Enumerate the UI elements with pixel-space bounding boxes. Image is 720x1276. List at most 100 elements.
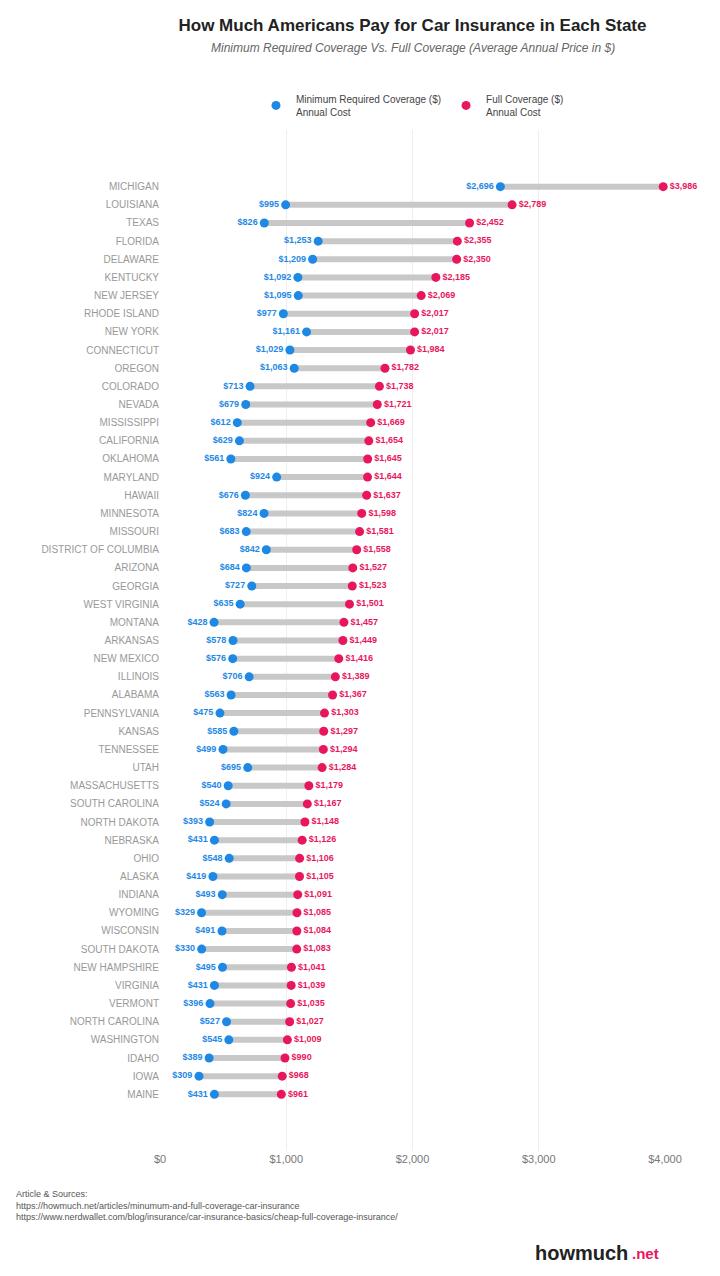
svg-text:$1,501: $1,501 xyxy=(356,598,384,608)
svg-text:WEST VIRGINIA: WEST VIRGINIA xyxy=(84,599,160,610)
svg-text:$1,294: $1,294 xyxy=(330,744,358,754)
svg-text:$1,644: $1,644 xyxy=(374,471,402,481)
svg-text:$576: $576 xyxy=(206,653,226,663)
svg-text:$431: $431 xyxy=(188,980,208,990)
svg-text:DISTRICT OF COLUMBIA: DISTRICT OF COLUMBIA xyxy=(41,544,159,555)
svg-text:IDAHO: IDAHO xyxy=(127,1053,159,1064)
svg-text:$389: $389 xyxy=(182,1052,202,1062)
svg-text:$2,696: $2,696 xyxy=(466,181,494,191)
svg-text:$2,355: $2,355 xyxy=(464,235,492,245)
svg-text:$491: $491 xyxy=(195,925,215,935)
svg-text:MONTANA: MONTANA xyxy=(110,617,160,628)
svg-text:$330: $330 xyxy=(175,943,195,953)
svg-text:NEW MEXICO: NEW MEXICO xyxy=(93,653,159,664)
svg-text:$1,558: $1,558 xyxy=(363,544,391,554)
svg-text:$329: $329 xyxy=(175,907,195,917)
svg-text:$585: $585 xyxy=(207,726,227,736)
svg-text:OHIO: OHIO xyxy=(133,853,159,864)
svg-text:$1,209: $1,209 xyxy=(278,254,306,264)
svg-text:$635: $635 xyxy=(214,598,234,608)
svg-text:$2,350: $2,350 xyxy=(463,254,491,264)
svg-text:$0: $0 xyxy=(154,1153,166,1165)
svg-text:$1,148: $1,148 xyxy=(312,816,340,826)
svg-text:$824: $824 xyxy=(237,508,257,518)
svg-text:$1,984: $1,984 xyxy=(417,344,445,354)
svg-text:$1,457: $1,457 xyxy=(351,617,379,627)
svg-text:.net: .net xyxy=(632,1245,659,1262)
svg-text:Minimum Required Coverage ($)A: Minimum Required Coverage ($)Annual Cost xyxy=(296,94,441,118)
svg-text:MINNESOTA: MINNESOTA xyxy=(100,508,159,519)
svg-text:ALABAMA: ALABAMA xyxy=(112,689,160,700)
svg-text:$990: $990 xyxy=(292,1052,312,1062)
svg-text:$1,782: $1,782 xyxy=(392,362,420,372)
svg-text:$713: $713 xyxy=(223,381,243,391)
svg-text:$1,449: $1,449 xyxy=(350,635,378,645)
svg-text:$1,039: $1,039 xyxy=(298,980,326,990)
svg-text:$540: $540 xyxy=(202,780,222,790)
svg-text:DELAWARE: DELAWARE xyxy=(104,254,160,265)
svg-text:GEORGIA: GEORGIA xyxy=(112,581,159,592)
svg-text:$2,017: $2,017 xyxy=(421,326,449,336)
svg-text:NORTH DAKOTA: NORTH DAKOTA xyxy=(80,817,159,828)
svg-text:$1,029: $1,029 xyxy=(256,344,284,354)
svg-text:$1,303: $1,303 xyxy=(331,707,359,717)
svg-text:$1,637: $1,637 xyxy=(373,490,401,500)
svg-text:$1,389: $1,389 xyxy=(342,671,370,681)
svg-text:$1,091: $1,091 xyxy=(304,889,332,899)
svg-text:HAWAII: HAWAII xyxy=(124,490,159,501)
svg-text:$1,085: $1,085 xyxy=(304,907,332,917)
svg-text:COLORADO: COLORADO xyxy=(102,381,159,392)
svg-text:RHODE ISLAND: RHODE ISLAND xyxy=(84,308,159,319)
svg-text:ARIZONA: ARIZONA xyxy=(115,562,160,573)
svg-text:$545: $545 xyxy=(202,1034,222,1044)
svg-text:INDIANA: INDIANA xyxy=(118,889,159,900)
svg-text:$1,027: $1,027 xyxy=(296,1016,324,1026)
svg-text:$1,083: $1,083 xyxy=(303,943,331,953)
svg-text:$924: $924 xyxy=(250,471,270,481)
svg-text:$1,106: $1,106 xyxy=(306,853,334,863)
svg-text:$1,527: $1,527 xyxy=(359,562,387,572)
svg-text:WASHINGTON: WASHINGTON xyxy=(91,1034,159,1045)
svg-text:$2,069: $2,069 xyxy=(428,290,456,300)
svg-text:IOWA: IOWA xyxy=(133,1071,160,1082)
svg-text:$684: $684 xyxy=(220,562,240,572)
svg-text:$968: $968 xyxy=(289,1070,309,1080)
svg-text:$1,000: $1,000 xyxy=(269,1153,303,1165)
svg-text:MASSACHUSETTS: MASSACHUSETTS xyxy=(70,780,159,791)
svg-text:VIRGINIA: VIRGINIA xyxy=(115,980,159,991)
svg-text:MAINE: MAINE xyxy=(127,1089,159,1100)
svg-text:$495: $495 xyxy=(196,962,216,972)
svg-text:$493: $493 xyxy=(196,889,216,899)
svg-text:$1,284: $1,284 xyxy=(329,762,357,772)
svg-text:$578: $578 xyxy=(206,635,226,645)
svg-text:$1,084: $1,084 xyxy=(303,925,331,935)
svg-text:$431: $431 xyxy=(188,1089,208,1099)
svg-text:$524: $524 xyxy=(200,798,220,808)
svg-text:$706: $706 xyxy=(222,671,242,681)
svg-text:$396: $396 xyxy=(183,998,203,1008)
svg-text:$679: $679 xyxy=(219,399,239,409)
svg-text:LOUISIANA: LOUISIANA xyxy=(106,199,160,210)
svg-text:$527: $527 xyxy=(200,1016,220,1026)
svg-text:$499: $499 xyxy=(196,744,216,754)
svg-text:$1,645: $1,645 xyxy=(374,453,402,463)
svg-text:$428: $428 xyxy=(187,617,207,627)
svg-text:$1,253: $1,253 xyxy=(284,235,312,245)
svg-text:$1,167: $1,167 xyxy=(314,798,342,808)
svg-text:$2,000: $2,000 xyxy=(396,1153,430,1165)
svg-text:TEXAS: TEXAS xyxy=(126,217,159,228)
svg-text:$977: $977 xyxy=(257,308,277,318)
svg-text:$475: $475 xyxy=(193,707,213,717)
svg-text:CONNECTICUT: CONNECTICUT xyxy=(86,345,159,356)
svg-text:$995: $995 xyxy=(259,199,279,209)
svg-text:KANSAS: KANSAS xyxy=(118,726,159,737)
svg-text:Minimum Required Coverage Vs.: Minimum Required Coverage Vs. Full Cover… xyxy=(211,41,615,55)
svg-text:$1,095: $1,095 xyxy=(264,290,292,300)
svg-text:ILLINOIS: ILLINOIS xyxy=(118,671,159,682)
svg-text:CALIFORNIA: CALIFORNIA xyxy=(99,435,159,446)
svg-text:$2,017: $2,017 xyxy=(421,308,449,318)
svg-text:$1,367: $1,367 xyxy=(339,689,367,699)
svg-text:WISCONSIN: WISCONSIN xyxy=(101,925,159,936)
svg-text:$683: $683 xyxy=(220,526,240,536)
svg-text:howmuch: howmuch xyxy=(535,1242,628,1264)
